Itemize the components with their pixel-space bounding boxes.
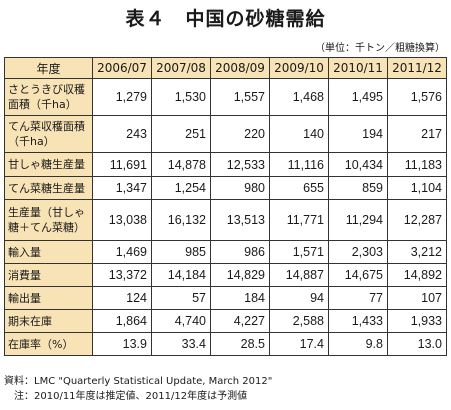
table-row: 消費量 13,372 14,184 14,829 14,887 14,675 1… xyxy=(4,263,447,287)
table-cell: 13.9 xyxy=(92,332,152,356)
table-cell: 220 xyxy=(210,115,270,153)
table-cell: 14,878 xyxy=(151,152,211,177)
year-header: 2011/12 xyxy=(387,57,447,79)
table-row: 期末在庫 1,864 4,740 4,227 2,588 1,433 1,933 xyxy=(4,309,447,333)
table-cell: 980 xyxy=(210,176,270,200)
year-header: 2008/09 xyxy=(210,57,270,79)
table-row: さとうきび収穫面積（千ha） 1,279 1,530 1,557 1,468 1… xyxy=(4,78,447,116)
header-row: 年度 2006/07 2007/08 2008/09 2009/10 2010/… xyxy=(4,57,447,79)
table-row: 甘しゃ糖生産量 11,691 14,878 12,533 11,116 10,4… xyxy=(4,152,447,177)
table-cell: 1,104 xyxy=(387,176,447,200)
table-cell: 140 xyxy=(269,115,329,153)
table-cell: 1,557 xyxy=(210,78,270,116)
table-row: てん菜糖生産量 1,347 1,254 980 655 859 1,104 xyxy=(4,176,447,200)
table-cell: 194 xyxy=(328,115,388,153)
table-cell: 243 xyxy=(92,115,152,153)
table-cell: 1,864 xyxy=(92,309,152,333)
table-cell: 217 xyxy=(387,115,447,153)
table-row: 生産量（甘しゃ糖＋てん菜糖） 13,038 16,132 13,513 11,7… xyxy=(4,199,447,241)
table-cell: 1,933 xyxy=(387,309,447,333)
table-cell: 17.4 xyxy=(269,332,329,356)
table-cell: 1,469 xyxy=(92,240,152,264)
table-cell: 986 xyxy=(210,240,270,264)
table-cell: 12,533 xyxy=(210,152,270,177)
table-cell: 124 xyxy=(92,286,152,310)
table-cell: 13,513 xyxy=(210,199,270,241)
table-cell: 14,892 xyxy=(387,263,447,287)
table-cell: 94 xyxy=(269,286,329,310)
table-cell: 11,116 xyxy=(269,152,329,177)
row-label: 輸出量 xyxy=(4,286,93,310)
unit-note: （単位：千トン／粗糖換算） xyxy=(315,43,445,54)
table-cell: 16,132 xyxy=(151,199,211,241)
table-cell: 2,588 xyxy=(269,309,329,333)
table-cell: 14,675 xyxy=(328,263,388,287)
table-cell: 14,184 xyxy=(151,263,211,287)
table-row: 輸入量 1,469 985 986 1,571 2,303 3,212 xyxy=(4,240,447,264)
table-row: 輸出量 124 57 184 94 77 107 xyxy=(4,286,447,310)
table-cell: 4,227 xyxy=(210,309,270,333)
table-cell: 1,576 xyxy=(387,78,447,116)
table-cell: 1,254 xyxy=(151,176,211,200)
row-label: 輸入量 xyxy=(4,240,93,264)
table-cell: 14,887 xyxy=(269,263,329,287)
year-header: 2009/10 xyxy=(269,57,329,79)
table-cell: 14,829 xyxy=(210,263,270,287)
table-cell: 1,433 xyxy=(328,309,388,333)
table-cell: 11,183 xyxy=(387,152,447,177)
table-cell: 57 xyxy=(151,286,211,310)
table-cell: 33.4 xyxy=(151,332,211,356)
year-header: 2007/08 xyxy=(151,57,211,79)
table-cell: 985 xyxy=(151,240,211,264)
table-row: 在庫率（%） 13.9 33.4 28.5 17.4 9.8 13.0 xyxy=(4,332,447,356)
table-cell: 251 xyxy=(151,115,211,153)
table-cell: 10,434 xyxy=(328,152,388,177)
sugar-supply-demand-table: 年度 2006/07 2007/08 2008/09 2009/10 2010/… xyxy=(4,57,447,356)
table-row: てん菜収穫面積（千ha） 243 251 220 140 194 217 xyxy=(4,115,447,153)
table-cell: 1,468 xyxy=(269,78,329,116)
table-cell: 859 xyxy=(328,176,388,200)
row-label: さとうきび収穫面積（千ha） xyxy=(4,78,93,116)
table-cell: 1,279 xyxy=(92,78,152,116)
estimate-note: 注：2010/11年度は推定値、2011/12年度は予測値 xyxy=(14,391,248,402)
row-label: 甘しゃ糖生産量 xyxy=(4,152,93,177)
table-cell: 13,038 xyxy=(92,199,152,241)
table-cell: 107 xyxy=(387,286,447,310)
table-cell: 1,495 xyxy=(328,78,388,116)
table-cell: 4,740 xyxy=(151,309,211,333)
table-cell: 3,212 xyxy=(387,240,447,264)
header-label: 年度 xyxy=(4,57,93,79)
row-label: 生産量（甘しゃ糖＋てん菜糖） xyxy=(4,199,93,241)
table-cell: 1,347 xyxy=(92,176,152,200)
table-cell: 11,691 xyxy=(92,152,152,177)
table-cell: 9.8 xyxy=(328,332,388,356)
table-cell: 2,303 xyxy=(328,240,388,264)
row-label: 消費量 xyxy=(4,263,93,287)
table-cell: 13.0 xyxy=(387,332,447,356)
table-title: 表４ 中国の砂糖需給 xyxy=(125,8,326,30)
footnotes: 資料：LMC "Quarterly Statistical Update, Ma… xyxy=(4,374,272,404)
table-cell: 28.5 xyxy=(210,332,270,356)
table-cell: 11,771 xyxy=(269,199,329,241)
table-cell: 655 xyxy=(269,176,329,200)
year-header: 2006/07 xyxy=(92,57,152,79)
row-label: 期末在庫 xyxy=(4,309,93,333)
row-label: 在庫率（%） xyxy=(4,332,93,356)
row-label: てん菜収穫面積（千ha） xyxy=(4,115,93,153)
year-header: 2010/11 xyxy=(328,57,388,79)
table-cell: 77 xyxy=(328,286,388,310)
table-cell: 12,287 xyxy=(387,199,447,241)
row-label: てん菜糖生産量 xyxy=(4,176,93,200)
table-cell: 13,372 xyxy=(92,263,152,287)
table-cell: 184 xyxy=(210,286,270,310)
source-note: 資料：LMC "Quarterly Statistical Update, Ma… xyxy=(4,376,273,387)
table-cell: 11,294 xyxy=(328,199,388,241)
table-cell: 1,571 xyxy=(269,240,329,264)
table-cell: 1,530 xyxy=(151,78,211,116)
